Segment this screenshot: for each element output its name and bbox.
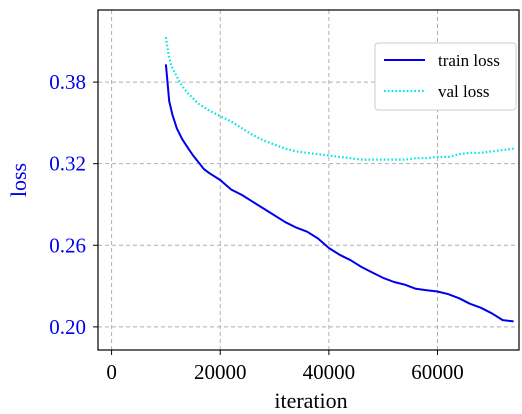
y-axis-label: loss [6,163,31,197]
x-tick-label: 60000 [411,360,464,384]
ticks: 0 20000 40000 60000 0.20 0.26 0.32 0.38 [49,70,464,384]
y-tick-label: 0.38 [49,70,86,94]
series-lines [164,37,514,323]
x-axis-label: iteration [274,388,347,413]
legend: train loss val loss [374,42,517,111]
series-line-val-loss [164,37,514,161]
x-tick-label: 0 [106,360,117,384]
series-line-train-loss [164,64,514,323]
plot-frame [97,9,520,351]
y-tick-label: 0.26 [49,233,86,257]
y-tick-label: 0.32 [49,152,86,176]
y-tick-label: 0.20 [49,315,86,339]
x-tick-label: 20000 [194,360,247,384]
x-tick-label: 40000 [303,360,356,384]
legend-label-train-loss: train loss [438,51,500,70]
legend-label-val-loss: val loss [438,82,489,101]
